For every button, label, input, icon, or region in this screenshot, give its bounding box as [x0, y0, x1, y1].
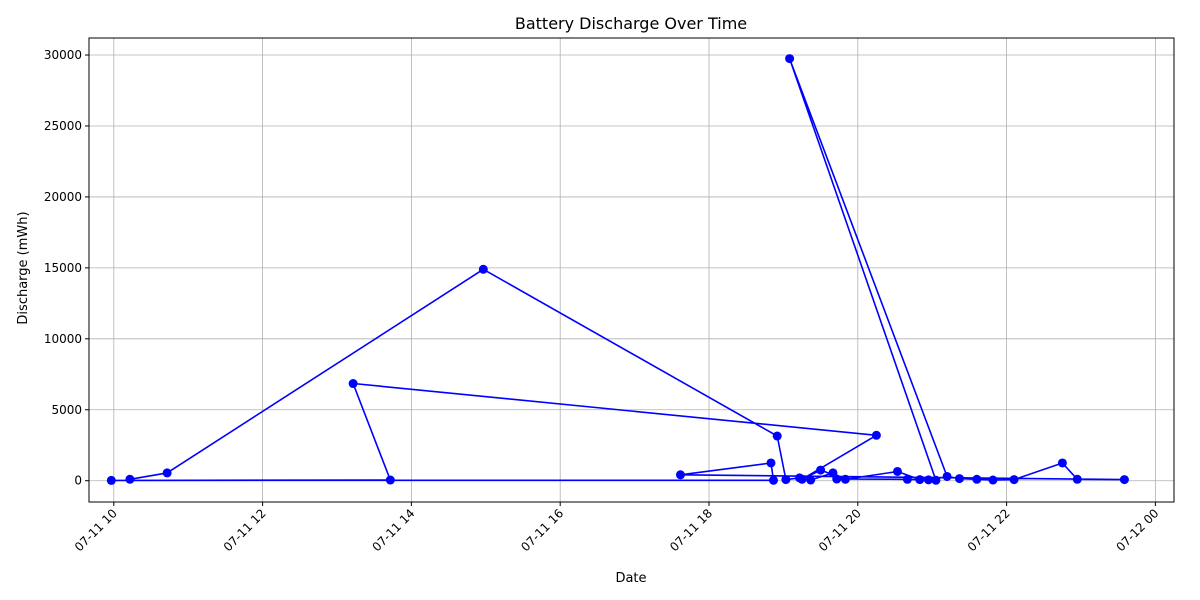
- data-point: [766, 458, 776, 468]
- x-axis-label: Date: [615, 571, 646, 586]
- y-tick-label: 0: [74, 474, 82, 488]
- data-point: [106, 475, 116, 485]
- data-point: [840, 474, 850, 484]
- chart-title: Battery Discharge Over Time: [515, 14, 747, 33]
- data-point: [785, 54, 795, 64]
- data-point: [988, 475, 998, 485]
- y-tick-label: 20000: [44, 190, 82, 204]
- data-point: [781, 475, 791, 485]
- data-point: [348, 379, 358, 389]
- data-point: [923, 475, 933, 485]
- data-point: [162, 468, 172, 478]
- series: [106, 54, 1129, 485]
- data-point: [871, 430, 881, 440]
- data-point: [797, 474, 807, 484]
- data-point: [832, 474, 842, 484]
- data-point: [816, 465, 826, 475]
- y-tick-label: 30000: [44, 48, 82, 62]
- data-point: [768, 475, 778, 485]
- data-point: [1119, 475, 1129, 485]
- y-tick-label: 25000: [44, 119, 82, 133]
- data-point: [385, 475, 395, 485]
- data-point: [675, 470, 685, 480]
- y-tick-label: 5000: [51, 403, 82, 417]
- data-point: [902, 474, 912, 484]
- y-tick-label: 15000: [44, 261, 82, 275]
- data-point: [1009, 475, 1019, 485]
- data-point: [478, 264, 488, 274]
- grid: [89, 38, 1174, 502]
- y-axis-label: Discharge (mWh): [16, 211, 31, 324]
- data-point: [942, 471, 952, 481]
- data-point: [931, 475, 941, 485]
- plot-frame: [88, 37, 1175, 503]
- data-point: [1072, 474, 1082, 484]
- data-point: [806, 475, 816, 485]
- data-point: [125, 474, 135, 484]
- data-point: [915, 475, 925, 485]
- data-point: [972, 474, 982, 484]
- data-point: [892, 466, 902, 476]
- data-point: [954, 474, 964, 484]
- y-tick-label: 10000: [44, 332, 82, 346]
- data-point: [1057, 458, 1067, 468]
- data-point: [772, 431, 782, 441]
